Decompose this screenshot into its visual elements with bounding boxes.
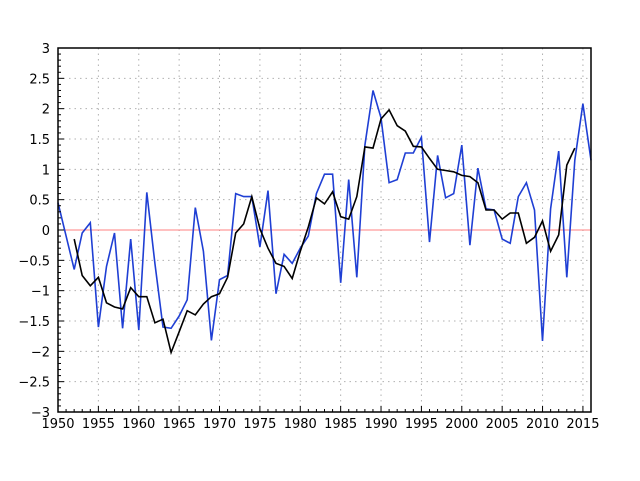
x-tick-label: 1985 bbox=[324, 417, 357, 432]
y-tick-label: −1 bbox=[31, 285, 50, 300]
x-tick-label: 1965 bbox=[163, 417, 196, 432]
x-tick-label: 1990 bbox=[364, 417, 397, 432]
x-tick-label: 1955 bbox=[82, 417, 115, 432]
x-tick-label: 1960 bbox=[122, 417, 155, 432]
x-tick-label: 2005 bbox=[486, 417, 519, 432]
y-tick-label: 0 bbox=[42, 224, 50, 239]
x-tick-label: 1950 bbox=[41, 417, 74, 432]
series-line-2 bbox=[73, 108, 576, 356]
y-tick-label: 3 bbox=[42, 42, 50, 57]
series-line-1 bbox=[57, 90, 592, 342]
y-tick-label: −2.5 bbox=[18, 376, 50, 391]
y-tick-label: 0.5 bbox=[29, 194, 50, 209]
y-tick-label: 1 bbox=[42, 163, 50, 178]
series-layer bbox=[57, 90, 592, 356]
x-tick-label: 1980 bbox=[284, 417, 317, 432]
y-tick-label: −1.5 bbox=[18, 315, 50, 330]
y-tick-label: 1.5 bbox=[29, 133, 50, 148]
y-axis: −3 −2.5 −2 −1.5 −1 −0.5 0 0.5 1 1.5 2 2.5 3 bbox=[18, 42, 64, 421]
y-tick-label: 2.5 bbox=[29, 72, 50, 87]
x-tick-label: 1975 bbox=[243, 417, 276, 432]
y-tick-label: −3 bbox=[31, 406, 50, 421]
x-tick-label: 1995 bbox=[405, 417, 438, 432]
x-tick-label: 2010 bbox=[526, 417, 559, 432]
y-tick-label: 2 bbox=[42, 103, 50, 118]
y-tick-label: −2 bbox=[31, 345, 50, 360]
x-tick-label: 2000 bbox=[445, 417, 478, 432]
y-tick-label: −0.5 bbox=[18, 254, 50, 269]
x-axis: 1950 1955 1960 1965 1970 1975 1980 1985 1990 1995… bbox=[41, 406, 599, 432]
x-tick-label: 1970 bbox=[203, 417, 236, 432]
x-tick-label: 2015 bbox=[566, 417, 599, 432]
